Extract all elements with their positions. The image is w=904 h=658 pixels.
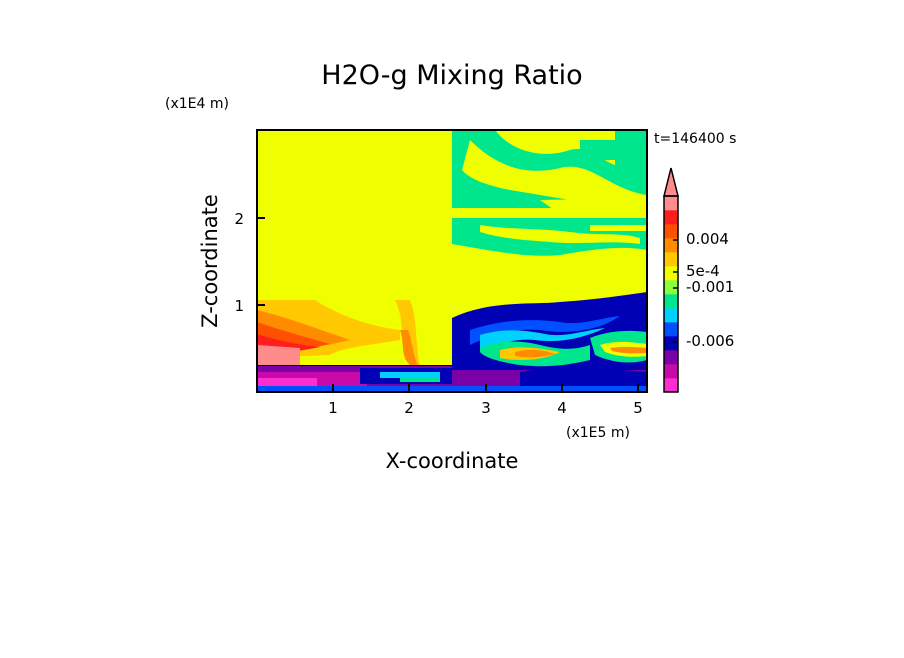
colorbar-swatch	[664, 252, 678, 267]
colorbar-label: 5e-4	[686, 262, 720, 280]
colorbar-label: -0.006	[686, 332, 734, 350]
upper-right-green-region	[452, 130, 647, 256]
colorbar-swatch	[664, 308, 678, 323]
colorbar-swatch	[664, 210, 678, 225]
colorbar-swatch	[664, 280, 678, 295]
y-axis-label: Z-coordinate	[198, 194, 222, 328]
plot-frame	[256, 129, 648, 393]
x-tick-label: 2	[404, 399, 414, 417]
y-tick-label: 1	[234, 297, 244, 315]
colorbar-swatch	[664, 336, 678, 351]
colorbar-swatch	[664, 238, 678, 253]
colorbar-label: 0.004	[686, 230, 729, 248]
x-axis	[332, 384, 639, 392]
colorbar	[663, 167, 679, 393]
colorbar-swatch	[664, 364, 678, 379]
y-scale-label: (x1E4 m)	[165, 96, 229, 112]
colorbar-swatch	[664, 322, 678, 337]
time-label: t=146400 s	[654, 131, 736, 147]
colorbar-swatch	[664, 196, 678, 211]
x-tick-label: 3	[481, 399, 491, 417]
x-tick-label: 1	[328, 399, 338, 417]
surface-layer	[257, 366, 647, 392]
x-tick-label: 5	[633, 399, 643, 417]
colorbar-swatch	[664, 294, 678, 309]
x-tick-label: 4	[557, 399, 567, 417]
x-scale-label: (x1E5 m)	[566, 425, 630, 441]
colorbar-swatch	[664, 350, 678, 365]
colorbar-extend-arrow	[663, 167, 679, 197]
plot-field	[257, 130, 647, 392]
colorbar-frame	[663, 195, 679, 393]
x-axis-label: X-coordinate	[386, 449, 519, 473]
colorbar-swatch	[664, 224, 678, 239]
colorbar-label: -0.001	[686, 278, 734, 296]
chart-title: H2O-g Mixing Ratio	[321, 60, 582, 91]
colorbar-swatch	[664, 378, 678, 393]
colorbar-swatch	[664, 266, 678, 281]
left-warm-region	[257, 300, 420, 368]
y-axis	[257, 217, 265, 306]
right-blue-region	[452, 292, 647, 392]
y-tick-label: 2	[234, 210, 244, 228]
